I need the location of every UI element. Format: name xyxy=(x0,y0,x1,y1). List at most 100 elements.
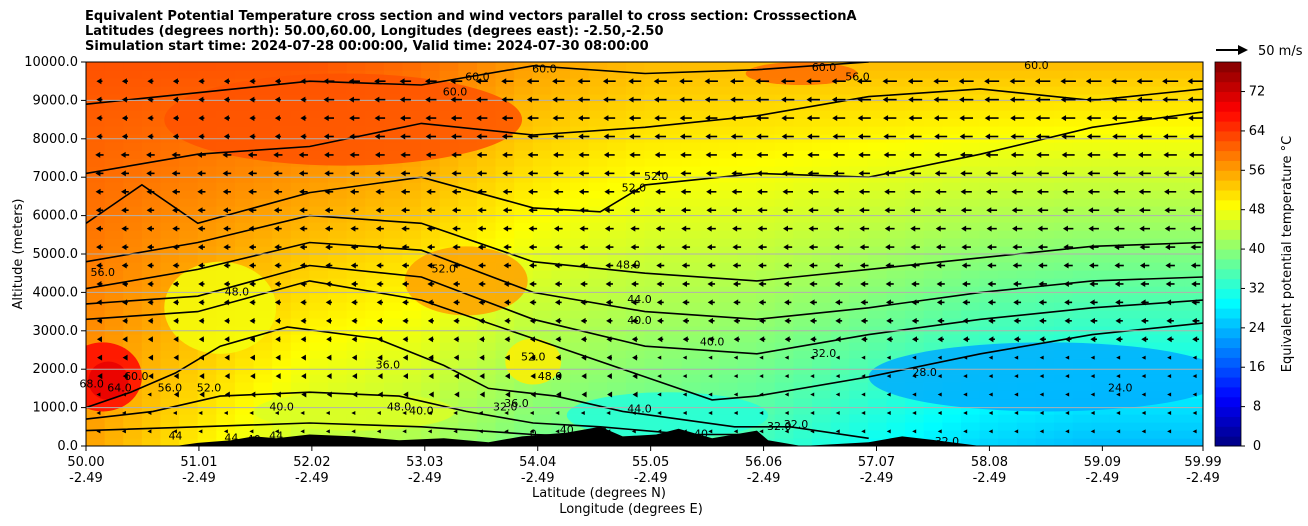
field-cell xyxy=(1165,190,1185,199)
field-cell xyxy=(681,78,701,87)
field-cell xyxy=(272,358,292,367)
field-cell xyxy=(1128,318,1148,327)
field-cell xyxy=(123,270,143,279)
contour-label: 40 xyxy=(560,424,574,437)
field-cell xyxy=(476,414,497,423)
field-cell xyxy=(476,238,497,247)
wind-vector-head xyxy=(1189,207,1195,214)
wind-vector-head xyxy=(1111,78,1117,85)
field-cell xyxy=(234,246,255,255)
contour-label: 52.0 xyxy=(644,170,669,183)
field-cell xyxy=(1147,70,1167,79)
wind-vector-head xyxy=(580,336,586,343)
field-cell xyxy=(756,294,776,303)
field-cell xyxy=(476,166,497,175)
field-cell xyxy=(570,310,590,319)
field-cell xyxy=(309,190,329,199)
field-cell xyxy=(1147,414,1167,423)
field-cell xyxy=(867,62,888,71)
field-cell xyxy=(1147,246,1167,255)
wind-vector-head xyxy=(681,280,687,287)
wind-vector-head xyxy=(682,317,688,324)
field-cell xyxy=(328,302,348,311)
field-cell xyxy=(272,382,292,391)
field-cell xyxy=(774,102,795,111)
field-cell xyxy=(328,430,348,439)
wind-vector-head xyxy=(1064,299,1070,306)
wind-vector xyxy=(759,392,764,397)
field-cell xyxy=(1147,334,1167,343)
field-cell xyxy=(253,254,273,263)
wind-vector xyxy=(708,429,713,434)
wind-vector-head xyxy=(833,225,839,232)
field-cell xyxy=(160,350,180,359)
field-cell xyxy=(253,262,273,271)
contour-label: 44 xyxy=(269,429,283,442)
wind-vector-head xyxy=(122,317,128,324)
wind-vector-head xyxy=(250,391,256,398)
wind-vector-head xyxy=(578,188,584,195)
field-cell xyxy=(737,230,757,239)
wind-vector-head xyxy=(705,133,711,140)
wind-vector-head xyxy=(298,170,304,177)
field-cell xyxy=(123,214,143,223)
wind-vector-head xyxy=(146,207,152,214)
field-cell xyxy=(383,174,404,183)
field-cell xyxy=(160,414,180,423)
field-cell xyxy=(1165,214,1185,223)
field-cell xyxy=(216,254,236,263)
field-cell xyxy=(104,126,124,135)
field-cell xyxy=(998,110,1018,119)
field-cell xyxy=(625,238,646,247)
field-cell xyxy=(141,366,162,375)
wind-vector-head xyxy=(986,225,992,232)
wind-vector-head xyxy=(731,207,737,214)
field-cell xyxy=(160,246,180,255)
wind-vector-head xyxy=(783,225,789,232)
wind-vector xyxy=(963,392,968,397)
wind-vector-head xyxy=(223,78,229,85)
wind-vector xyxy=(1014,429,1019,434)
field-cell xyxy=(588,318,608,327)
field-cell xyxy=(123,246,143,255)
wind-vector xyxy=(988,410,993,415)
field-cell xyxy=(1035,230,1055,239)
field-cell xyxy=(867,254,888,263)
field-cell xyxy=(551,70,571,79)
field-cell xyxy=(104,422,124,431)
field-cell xyxy=(141,430,162,439)
field-cell xyxy=(123,198,143,207)
wind-vector-head xyxy=(375,225,381,232)
wind-vector-head xyxy=(504,317,510,324)
contour-label: 52.0 xyxy=(197,381,222,394)
field-cell xyxy=(570,214,590,223)
field-cell xyxy=(551,286,571,295)
field-cell xyxy=(681,262,701,271)
field-cell xyxy=(1091,294,1111,303)
field-cell xyxy=(960,414,981,423)
field-cell xyxy=(774,278,795,287)
field-cell xyxy=(1035,422,1055,431)
field-cell xyxy=(718,198,739,207)
wind-vector-head xyxy=(933,78,939,85)
field-cell xyxy=(588,246,608,255)
field-cell xyxy=(718,102,739,111)
field-cell xyxy=(309,230,329,239)
field-cell xyxy=(253,358,273,367)
field-cell xyxy=(383,342,404,351)
field-cell xyxy=(905,430,925,439)
field-cell xyxy=(123,190,143,199)
wind-vector-head xyxy=(579,262,585,269)
field-cell xyxy=(383,318,404,327)
field-cell xyxy=(514,190,534,199)
field-cell xyxy=(495,334,515,343)
field-cell xyxy=(849,438,869,446)
field-cell xyxy=(290,70,310,79)
wind-vector-head xyxy=(807,188,813,195)
wind-vector-head xyxy=(501,133,507,140)
field-cell xyxy=(663,150,683,159)
field-cell xyxy=(905,270,925,279)
field-cell xyxy=(421,238,441,247)
wind-vector-head xyxy=(656,280,662,287)
wind-vector-head xyxy=(910,244,916,251)
